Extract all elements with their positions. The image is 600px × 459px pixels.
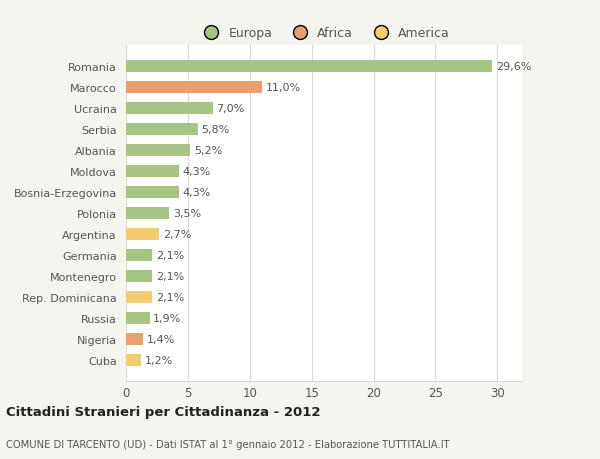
Text: 5,2%: 5,2% [194,146,223,156]
Bar [126,166,179,177]
Bar [126,229,160,240]
Text: 2,1%: 2,1% [156,271,184,281]
Bar [126,82,262,94]
Bar [126,124,198,135]
Text: 2,1%: 2,1% [156,250,184,260]
Bar [126,333,143,345]
Legend: Europa, Africa, America: Europa, Africa, America [193,22,455,45]
Bar [126,354,141,366]
Bar [126,103,212,114]
Text: 4,3%: 4,3% [183,167,211,177]
Text: 11,0%: 11,0% [266,83,301,93]
Text: 5,8%: 5,8% [202,125,230,134]
Bar [126,291,152,303]
Text: COMUNE DI TARCENTO (UD) - Dati ISTAT al 1° gennaio 2012 - Elaborazione TUTTITALI: COMUNE DI TARCENTO (UD) - Dati ISTAT al … [6,440,449,449]
Bar [126,187,179,198]
Text: 29,6%: 29,6% [496,62,532,72]
Bar [126,61,493,73]
Text: 1,4%: 1,4% [147,334,175,344]
Text: 3,5%: 3,5% [173,208,201,218]
Text: 7,0%: 7,0% [217,104,245,114]
Text: 1,9%: 1,9% [153,313,181,323]
Text: 2,1%: 2,1% [156,292,184,302]
Text: 4,3%: 4,3% [183,188,211,197]
Bar [126,270,152,282]
Bar [126,313,149,324]
Text: Cittadini Stranieri per Cittadinanza - 2012: Cittadini Stranieri per Cittadinanza - 2… [6,405,320,419]
Bar [126,207,169,219]
Bar [126,145,190,157]
Text: 1,2%: 1,2% [145,355,173,365]
Bar [126,250,152,261]
Text: 2,7%: 2,7% [163,230,191,239]
